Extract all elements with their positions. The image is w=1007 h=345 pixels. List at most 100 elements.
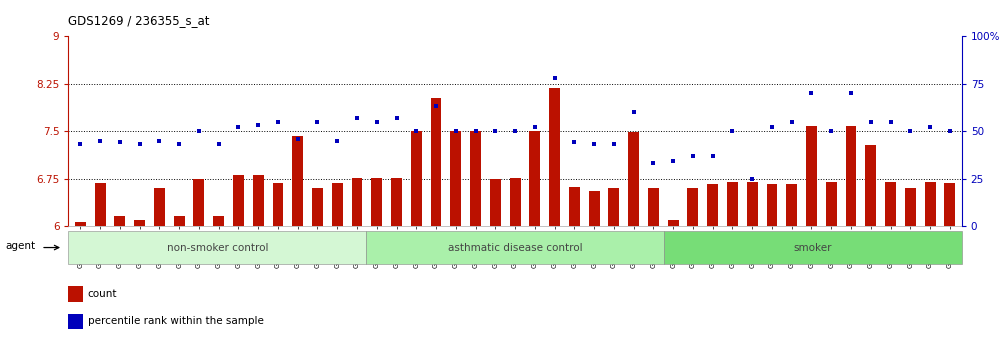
Bar	[885, 182, 896, 226]
Bar	[391, 178, 402, 226]
Point	[902, 128, 918, 134]
Bar	[75, 221, 86, 226]
Point	[566, 140, 582, 145]
Point	[487, 128, 504, 134]
Point	[171, 142, 187, 147]
Point	[705, 153, 721, 159]
Point	[428, 104, 444, 109]
Point	[586, 142, 602, 147]
Bar	[253, 175, 264, 226]
Point	[73, 142, 89, 147]
Bar	[846, 126, 857, 226]
Point	[783, 119, 800, 125]
Bar	[668, 220, 679, 226]
Bar	[233, 175, 244, 226]
Point	[507, 128, 524, 134]
Bar	[95, 183, 106, 226]
Bar	[727, 182, 738, 226]
Point	[151, 138, 167, 144]
Bar	[664, 231, 962, 264]
Point	[448, 128, 464, 134]
Point	[823, 128, 839, 134]
Text: percentile rank within the sample: percentile rank within the sample	[88, 316, 264, 326]
Bar	[213, 216, 225, 226]
Bar	[134, 220, 145, 226]
Bar	[372, 178, 383, 226]
Point	[369, 119, 385, 125]
Point	[645, 161, 662, 166]
Bar	[747, 182, 757, 226]
Bar	[608, 188, 619, 226]
Point	[724, 128, 740, 134]
Point	[804, 90, 820, 96]
Bar	[510, 178, 521, 226]
Bar	[292, 136, 303, 226]
Bar	[331, 183, 342, 226]
Bar	[569, 187, 580, 226]
Bar	[549, 88, 560, 226]
Bar	[826, 182, 837, 226]
Bar	[273, 183, 283, 226]
Bar	[945, 183, 956, 226]
Point	[685, 153, 701, 159]
Bar	[688, 188, 699, 226]
Bar	[806, 126, 817, 226]
Point	[290, 136, 306, 141]
Point	[210, 142, 227, 147]
Point	[191, 128, 207, 134]
Point	[744, 176, 760, 181]
Point	[349, 115, 366, 121]
Bar	[865, 145, 876, 226]
Point	[250, 123, 266, 128]
Bar	[707, 184, 718, 226]
Bar	[154, 188, 165, 226]
Bar	[351, 178, 363, 226]
Bar	[68, 286, 83, 302]
Point	[92, 138, 108, 144]
Text: smoker: smoker	[794, 243, 832, 253]
Point	[408, 128, 424, 134]
Bar	[905, 188, 915, 226]
Point	[606, 142, 622, 147]
Point	[309, 119, 325, 125]
Point	[922, 125, 939, 130]
Bar	[648, 188, 659, 226]
Point	[527, 125, 543, 130]
Point	[132, 142, 148, 147]
Bar	[489, 179, 500, 226]
Bar	[470, 131, 481, 226]
Point	[882, 119, 898, 125]
Point	[112, 140, 128, 145]
Bar	[530, 131, 541, 226]
Point	[389, 115, 405, 121]
Point	[843, 90, 859, 96]
Bar	[193, 179, 204, 226]
Point	[231, 125, 247, 130]
Bar	[431, 98, 441, 226]
Bar	[786, 184, 798, 226]
Bar	[411, 131, 422, 226]
Bar	[628, 132, 639, 226]
Bar	[312, 188, 323, 226]
Point	[547, 75, 563, 81]
Bar	[68, 314, 83, 329]
Text: asthmatic disease control: asthmatic disease control	[448, 243, 582, 253]
Point	[625, 109, 641, 115]
Point	[764, 125, 780, 130]
Bar	[450, 131, 461, 226]
Text: GDS1269 / 236355_s_at: GDS1269 / 236355_s_at	[68, 14, 210, 27]
Bar	[766, 184, 777, 226]
Point	[863, 119, 879, 125]
Bar	[589, 190, 599, 226]
Bar	[924, 182, 936, 226]
Text: count: count	[88, 289, 118, 299]
Bar	[173, 216, 184, 226]
Bar	[115, 216, 125, 226]
Point	[665, 159, 681, 164]
Point	[942, 128, 958, 134]
Text: agent: agent	[5, 241, 35, 251]
Point	[467, 128, 483, 134]
Bar	[367, 231, 664, 264]
Point	[270, 119, 286, 125]
Point	[329, 138, 345, 144]
